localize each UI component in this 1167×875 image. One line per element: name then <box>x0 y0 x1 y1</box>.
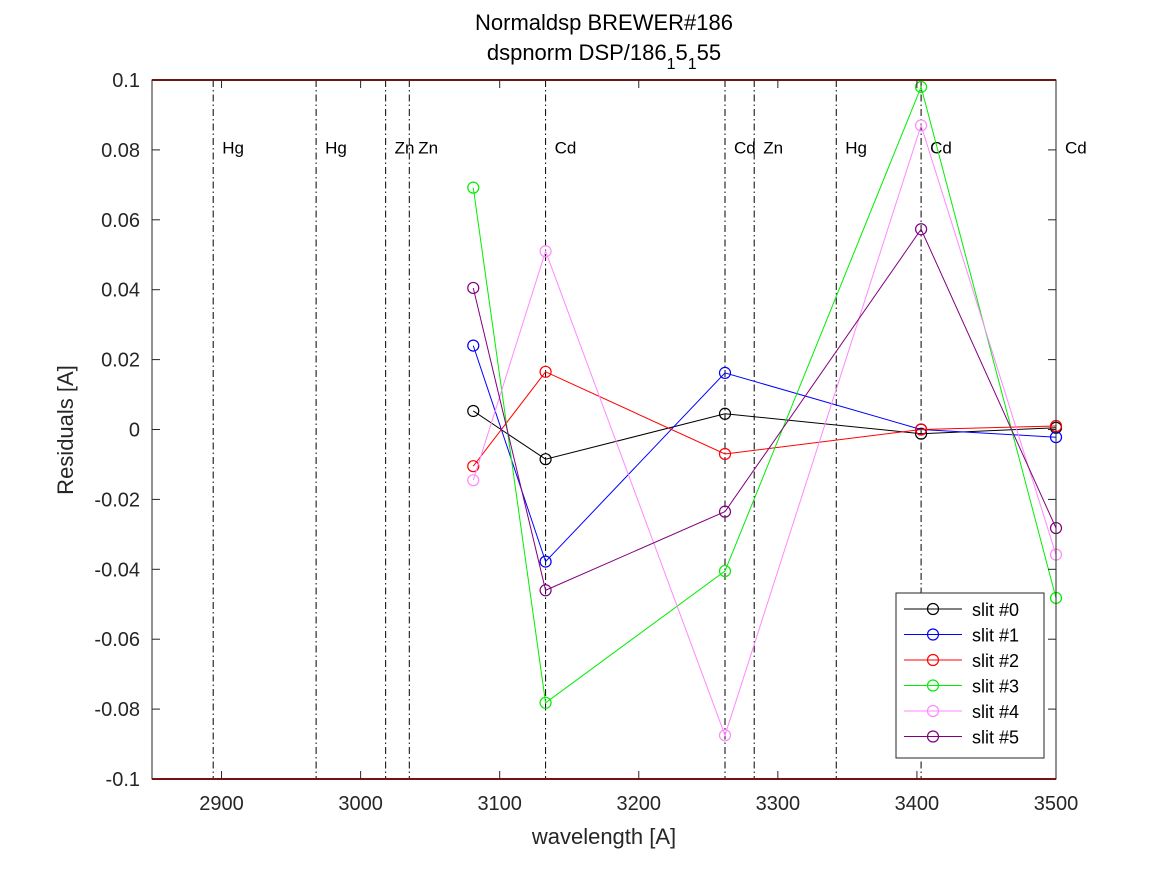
legend-box <box>895 592 1045 759</box>
legend-marker <box>926 602 940 616</box>
series-line <box>472 123 1057 737</box>
reference-labels: Hg Hg Zn Zn Cd Cd Zn Hg Cd Cd <box>222 138 1087 157</box>
data-point <box>718 407 732 420</box>
y-tick-label: 0.08 <box>101 140 140 162</box>
data-point <box>539 245 552 258</box>
series-line <box>472 85 1057 704</box>
y-tick-label: -0.08 <box>94 699 140 721</box>
data-point <box>718 447 732 461</box>
data-point <box>718 564 732 578</box>
x-axis-label: wavelength [A] <box>531 824 676 849</box>
x-tick-label: 3400 <box>895 793 940 815</box>
title-main: dspnorm DSP/186 <box>487 40 667 65</box>
data-point <box>914 423 928 436</box>
y-tick-label: 0.06 <box>101 210 140 232</box>
data-point <box>467 281 480 295</box>
x-tick-label: 3100 <box>477 793 522 815</box>
data-point <box>539 555 552 568</box>
y-tick-label: -0.06 <box>94 629 140 651</box>
reference-line-label: Cd <box>734 138 756 157</box>
x-tick-label: 3200 <box>617 793 662 815</box>
y-tick-label: -0.1 <box>106 769 140 791</box>
data-point <box>718 729 732 742</box>
reference-line-label: Cd <box>1065 138 1087 157</box>
y-tick-label: -0.04 <box>94 559 140 581</box>
y-tick-label: -0.02 <box>94 489 140 511</box>
series-5 <box>467 223 1063 597</box>
series-layer <box>467 80 1063 742</box>
title-subscript-2: 1 <box>688 56 697 73</box>
legend-marker <box>926 653 940 667</box>
y-tick-label: 0.02 <box>101 350 140 372</box>
legend-marker <box>926 704 940 718</box>
x-axis-ticks: 2900 3000 3100 3200 3300 3400 3500 <box>199 80 1078 815</box>
reference-lines <box>212 80 1057 779</box>
title-subscript-1: 1 <box>667 56 676 73</box>
data-point <box>539 696 552 709</box>
reference-line-label: Hg <box>325 138 347 157</box>
y-axis-label: Residuals [A] <box>53 365 78 495</box>
reference-line-label: Zn <box>418 138 438 157</box>
series-line <box>472 371 1057 467</box>
legend-label: slit #5 <box>972 728 1019 748</box>
data-point <box>467 339 480 352</box>
data-point <box>467 474 480 487</box>
data-point <box>718 505 732 518</box>
title-mid: 5 <box>676 40 688 65</box>
data-point <box>914 119 928 132</box>
reference-line-label: Zn <box>395 138 415 157</box>
x-tick-label: 3300 <box>756 793 801 815</box>
chart-title-line2: dspnorm DSP/18615155 <box>487 40 721 73</box>
chart-title-line1: Normaldsp BREWER#186 <box>475 10 733 35</box>
title-end: 55 <box>697 40 721 65</box>
legend-marker <box>926 628 940 641</box>
reference-line-label: Hg <box>845 138 867 157</box>
data-point <box>914 223 928 236</box>
x-tick-label: 3500 <box>1034 793 1079 815</box>
legend: slit #0 slit #1 slit #2 slit #3 slit #4 slit … <box>895 592 1045 759</box>
legend-marker <box>926 679 940 692</box>
data-point <box>539 453 552 466</box>
reference-line-label: Zn <box>763 138 783 157</box>
reference-line-label: Cd <box>930 138 952 157</box>
reference-line-label: Hg <box>222 138 244 157</box>
legend-label: slit #3 <box>972 677 1019 697</box>
x-tick-label: 3000 <box>338 793 383 815</box>
data-point <box>914 427 928 440</box>
series-line <box>472 228 1057 591</box>
data-point <box>467 181 480 194</box>
legend-label: slit #4 <box>972 702 1019 722</box>
data-point <box>914 80 928 94</box>
y-axis-ticks: 0.1 0.08 0.06 0.04 0.02 0 -0.02 -0.04 -0.06 -0.08… <box>94 70 1056 791</box>
y-tick-label: 0.1 <box>112 70 140 92</box>
data-point <box>467 460 480 473</box>
y-tick-label: 0.04 <box>101 280 140 302</box>
legend-label: slit #0 <box>972 600 1019 620</box>
x-tick-label: 2900 <box>199 793 244 815</box>
legend-marker <box>926 730 940 743</box>
y-tick-label: 0 <box>129 420 140 442</box>
legend-label: slit #1 <box>972 626 1019 646</box>
reference-line-label: Cd <box>555 138 577 157</box>
data-point <box>718 366 732 379</box>
data-point <box>467 404 480 418</box>
data-point <box>539 365 552 378</box>
legend-label: slit #2 <box>972 651 1019 671</box>
data-point <box>539 584 552 597</box>
